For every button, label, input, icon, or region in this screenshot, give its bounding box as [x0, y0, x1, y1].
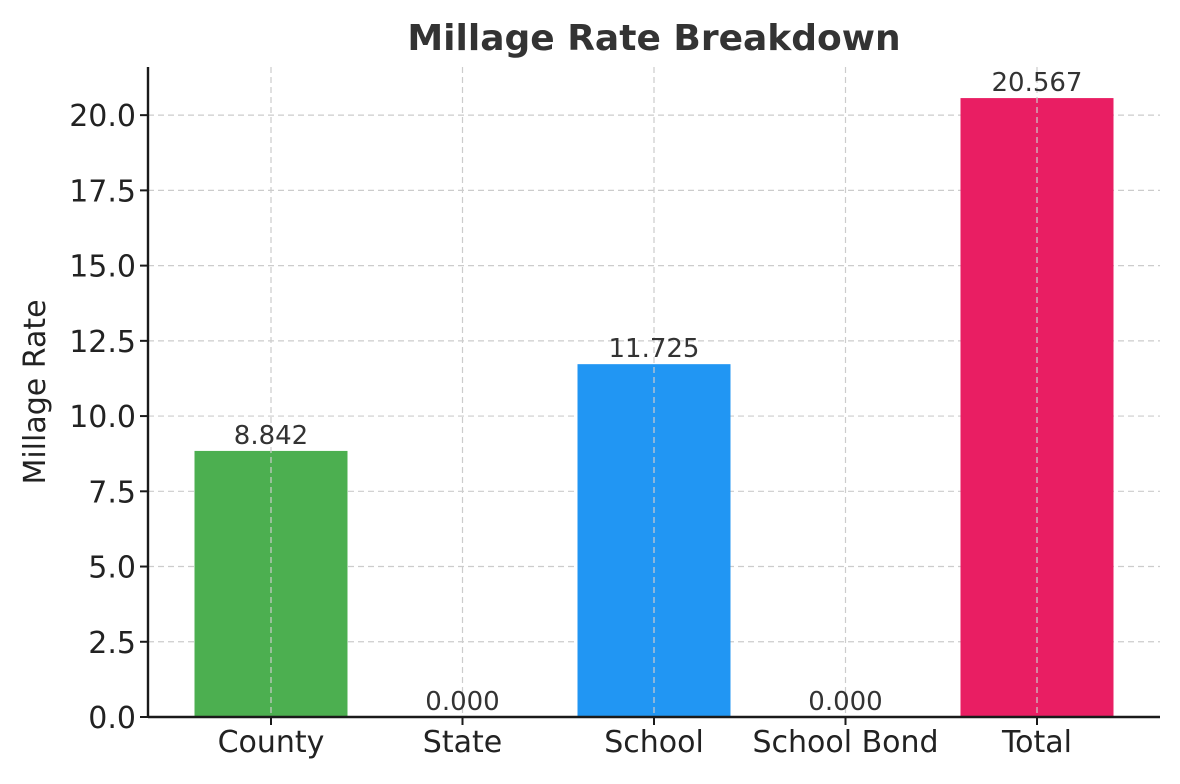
axis-layer [140, 67, 1160, 725]
y-axis-label: Millage Rate [18, 299, 53, 484]
y-tick-label: 2.5 [88, 626, 136, 661]
x-tick-label: School [604, 725, 704, 760]
label-layer: 0.0 2.5 5.0 7.5 10.0 12.5 15.0 17.5 20.0 8.842 0.0… [69, 68, 1082, 760]
chart-title: Millage Rate Breakdown [407, 18, 900, 59]
x-tick-label: County [218, 725, 325, 760]
x-tick-label: School Bond [752, 725, 938, 760]
y-tick-label: 5.0 [88, 551, 136, 586]
y-tick-label: 10.0 [69, 400, 136, 435]
x-tick-label: State [423, 725, 502, 760]
bar-value-label: 11.725 [609, 334, 700, 364]
y-tick-label: 15.0 [69, 250, 136, 285]
bar-value-label: 0.000 [425, 687, 499, 717]
y-tick-label: 17.5 [69, 174, 136, 209]
y-tick-label: 12.5 [69, 325, 136, 360]
bar-value-label: 20.567 [992, 68, 1083, 98]
vertical-grid-layer [270, 67, 1038, 717]
y-tick-label: 0.0 [88, 701, 136, 736]
bar-value-label: 8.842 [234, 421, 308, 451]
y-tick-label: 20.0 [69, 99, 136, 134]
bar-value-label: 0.000 [808, 687, 882, 717]
x-tick-label: Total [1001, 725, 1072, 760]
y-tick-label: 7.5 [88, 475, 136, 510]
